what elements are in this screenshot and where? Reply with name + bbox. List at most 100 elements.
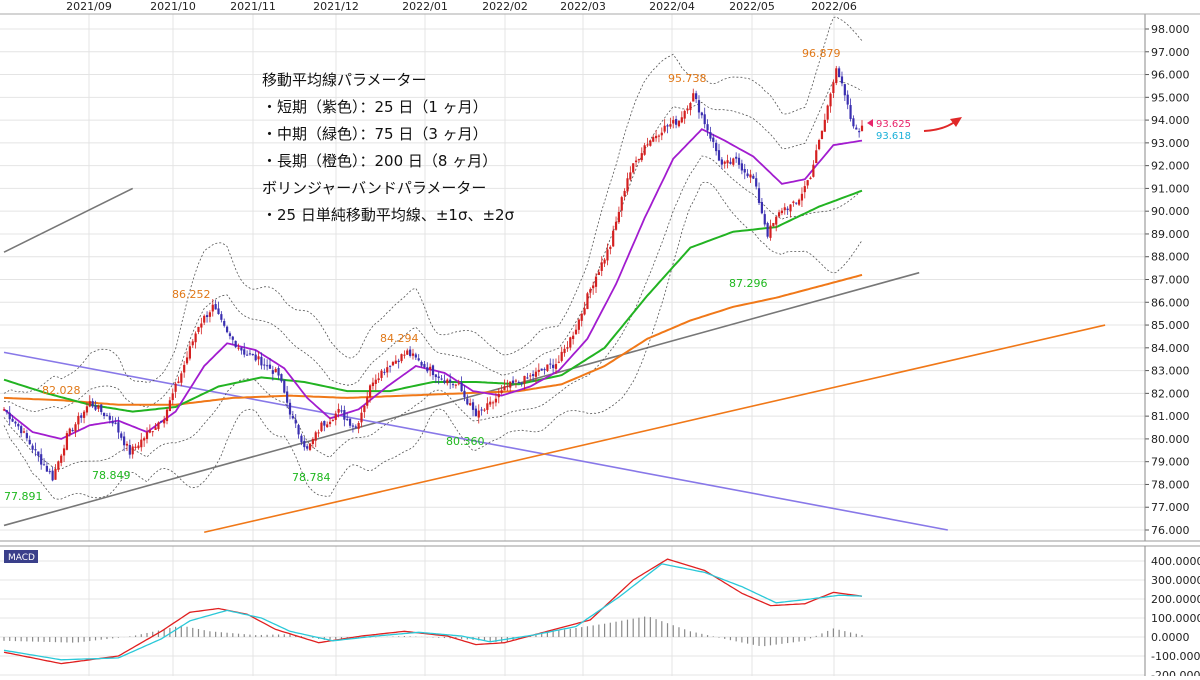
candle: [549, 358, 552, 370]
bollinger-band-layer: [3, 16, 863, 500]
candle-body: [320, 422, 323, 432]
candle: [726, 154, 729, 169]
candle: [511, 376, 515, 385]
candle: [414, 352, 417, 361]
candle: [397, 358, 400, 369]
candle-body: [683, 110, 686, 119]
bollinger-band-plus1sigma: [3, 80, 863, 412]
candle: [652, 134, 655, 143]
candle-body: [795, 202, 798, 204]
annotation-line-2: ・短期（紫色）：25 日（1 ヶ月）: [262, 98, 488, 116]
y-tick-label: 77.000: [1151, 501, 1190, 514]
candle-body: [20, 426, 23, 434]
candle: [843, 84, 846, 101]
candle: [709, 126, 712, 142]
candle: [203, 314, 206, 325]
trend-line-purple-falling: [3, 351, 948, 531]
candle: [695, 90, 698, 104]
candle: [60, 453, 63, 467]
candle: [826, 104, 829, 123]
y-tick-label: 94.000: [1151, 114, 1190, 127]
candle-body: [354, 426, 357, 428]
candle: [434, 374, 437, 384]
candle: [660, 127, 663, 141]
candle-body: [248, 353, 252, 355]
candle: [200, 317, 203, 335]
candle-body: [380, 370, 383, 378]
candle-body: [549, 363, 552, 365]
candle-body: [174, 383, 177, 392]
candle-body: [251, 353, 254, 356]
candle: [443, 374, 446, 385]
candle-body: [414, 354, 417, 358]
candle-body: [640, 153, 643, 161]
candle: [80, 412, 83, 423]
candle-body: [263, 364, 266, 366]
candle: [823, 113, 826, 132]
candle-body: [797, 199, 801, 205]
candle: [111, 416, 114, 427]
candle: [852, 115, 855, 129]
candle-body: [637, 159, 641, 161]
candle-body: [634, 160, 638, 163]
candle-body: [148, 430, 151, 433]
candle: [194, 331, 197, 349]
candle: [300, 433, 303, 446]
candle: [583, 301, 586, 316]
candle-body: [77, 415, 80, 425]
candle-body: [769, 225, 772, 238]
candle-body: [194, 333, 197, 343]
candle: [260, 352, 263, 370]
candle-body: [457, 383, 460, 385]
candle: [165, 407, 169, 425]
candle: [77, 412, 80, 431]
candle: [240, 347, 243, 355]
candle-body: [812, 164, 815, 177]
candle: [400, 353, 403, 364]
candle: [663, 119, 666, 134]
candle-body: [809, 177, 812, 180]
candle-body: [411, 353, 415, 356]
candle-body: [17, 424, 20, 427]
candle-body: [554, 364, 558, 369]
candle-body: [71, 429, 74, 432]
candle-body: [692, 93, 695, 102]
candle: [643, 142, 646, 156]
y-tick-label: 83.000: [1151, 365, 1190, 378]
candle: [217, 301, 220, 315]
candle-body: [31, 445, 34, 450]
candle-body: [123, 436, 126, 446]
candle: [474, 405, 477, 417]
candle: [783, 203, 786, 215]
candle: [54, 464, 57, 480]
candle-body: [775, 216, 778, 225]
candle-body: [537, 369, 540, 372]
candle: [752, 173, 755, 180]
candle-body: [706, 124, 709, 131]
candle-body: [757, 188, 761, 203]
candle: [743, 163, 746, 180]
candle: [431, 364, 435, 380]
candle-body: [357, 423, 360, 429]
x-tick-label: 2022/04: [649, 0, 695, 13]
candle: [772, 222, 775, 228]
candle: [125, 441, 129, 451]
candle-body: [437, 376, 440, 379]
candle-body: [85, 406, 89, 413]
candle: [603, 257, 606, 268]
candle-body: [820, 130, 824, 140]
candle-body: [105, 415, 109, 417]
candle-body: [243, 349, 246, 355]
trend-line-layer: [3, 187, 1106, 534]
candle: [243, 342, 246, 358]
candle-body: [5, 410, 8, 413]
candle-body: [534, 371, 538, 377]
candle: [620, 195, 623, 218]
trend-line-black-upper-left: [3, 187, 134, 253]
candle: [314, 430, 317, 448]
candle-body: [400, 354, 403, 362]
candle: [534, 367, 538, 384]
x-tick-label: 2021/09: [66, 0, 112, 13]
candle: [423, 361, 426, 369]
candle-body: [695, 93, 698, 100]
